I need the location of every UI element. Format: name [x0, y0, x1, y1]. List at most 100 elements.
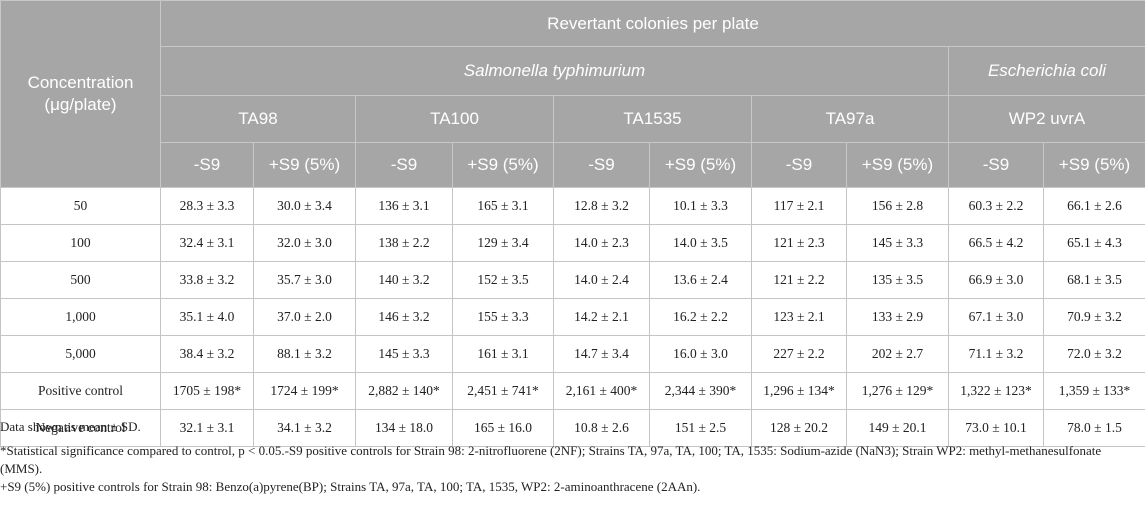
table-cell: 202 ± 2.7 [846, 335, 949, 373]
table-cell: 35.1 ± 4.0 [160, 298, 254, 336]
strain-header-ta100: TA100 [355, 95, 554, 143]
table-row: 1,000 35.1 ± 4.0 37.0 ± 2.0 146 ± 3.2 15… [0, 298, 1145, 336]
table-cell: 66.5 ± 4.2 [948, 224, 1044, 262]
table-cell: 135 ± 3.5 [846, 261, 949, 299]
table-cell: 16.2 ± 2.2 [649, 298, 752, 336]
concentration-header: Concentration (μg/plate) [0, 0, 161, 188]
table-cell: 37.0 ± 2.0 [253, 298, 356, 336]
footnote-s9-positive-controls: +S9 (5%) positive controls for Strain 98… [0, 479, 701, 494]
row-label: 50 [0, 187, 161, 225]
table-cell: 165 ± 3.1 [452, 187, 554, 225]
condition-header: +S9 (5%) [649, 142, 752, 188]
table-cell: 156 ± 2.8 [846, 187, 949, 225]
table-cell: 14.7 ± 3.4 [553, 335, 650, 373]
table-cell: 13.6 ± 2.4 [649, 261, 752, 299]
table-cell: 14.0 ± 2.4 [553, 261, 650, 299]
strain-header-wp2-uvra: WP2 uvrA [947, 95, 1145, 143]
row-label: 100 [0, 224, 161, 262]
condition-header: +S9 (5%) [846, 142, 949, 188]
table-cell: 128 ± 20.2 [751, 409, 847, 447]
condition-header: -S9 [948, 142, 1044, 188]
table-cell: 1,276 ± 129* [846, 372, 949, 410]
strain-header-ta98: TA98 [160, 95, 356, 143]
table-row: Negative control 32.1 ± 3.1 34.1 ± 3.2 1… [0, 409, 1145, 447]
strain-header-ta97a: TA97a [751, 95, 949, 143]
row-label: Negative control [0, 409, 161, 447]
table-cell: 38.4 ± 3.2 [160, 335, 254, 373]
table-cell: 73.0 ± 10.1 [948, 409, 1044, 447]
table-cell: 88.1 ± 3.2 [253, 335, 356, 373]
table-row: 500 33.8 ± 3.2 35.7 ± 3.0 140 ± 3.2 152 … [0, 261, 1145, 299]
table-row: 100 32.4 ± 3.1 32.0 ± 3.0 138 ± 2.2 129 … [0, 224, 1145, 262]
table-cell: 121 ± 2.2 [751, 261, 847, 299]
row-label: 500 [0, 261, 161, 299]
table-cell: 32.4 ± 3.1 [160, 224, 254, 262]
table-cell: 28.3 ± 3.3 [160, 187, 254, 225]
table-cell: 134 ± 18.0 [355, 409, 453, 447]
condition-header: -S9 [553, 142, 650, 188]
row-label: 5,000 [0, 335, 161, 373]
table-footnotes: Data shown as mean ± SD. *Statistical si… [0, 418, 1145, 496]
condition-header: -S9 [751, 142, 847, 188]
table-cell: 117 ± 2.1 [751, 187, 847, 225]
table-cell: 149 ± 20.1 [846, 409, 949, 447]
footnote-significance: *Statistical significance compared to co… [0, 443, 1102, 476]
table-row: 50 28.3 ± 3.3 30.0 ± 3.4 136 ± 3.1 165 ±… [0, 187, 1145, 225]
table-cell: 71.1 ± 3.2 [948, 335, 1044, 373]
row-label: 1,000 [0, 298, 161, 336]
table-cell: 10.1 ± 3.3 [649, 187, 752, 225]
table-cell: 14.0 ± 2.3 [553, 224, 650, 262]
table-cell: 1724 ± 199* [253, 372, 356, 410]
table-cell: 72.0 ± 3.2 [1042, 335, 1145, 373]
table-cell: 12.8 ± 3.2 [553, 187, 650, 225]
table-cell: 30.0 ± 3.4 [253, 187, 356, 225]
condition-header: +S9 (5%) [452, 142, 554, 188]
table-cell: 1,296 ± 134* [751, 372, 847, 410]
table-cell: 78.0 ± 1.5 [1042, 409, 1145, 447]
table-cell: 14.0 ± 3.5 [649, 224, 752, 262]
table-cell: 140 ± 3.2 [355, 261, 453, 299]
table-cell: 1,359 ± 133* [1042, 372, 1145, 410]
table-cell: 32.0 ± 3.0 [253, 224, 356, 262]
condition-header: -S9 [160, 142, 254, 188]
concentration-header-line2: (μg/plate) [44, 95, 117, 114]
table-cell: 65.1 ± 4.3 [1042, 224, 1145, 262]
row-label: Positive control [0, 372, 161, 410]
table-cell: 66.9 ± 3.0 [948, 261, 1044, 299]
footnote-data-summary: Data shown as mean ± SD. [0, 419, 141, 434]
table-cell: 35.7 ± 3.0 [253, 261, 356, 299]
table-cell: 10.8 ± 2.6 [553, 409, 650, 447]
table-cell: 129 ± 3.4 [452, 224, 554, 262]
table-cell: 16.0 ± 3.0 [649, 335, 752, 373]
revertant-header: Revertant colonies per plate [159, 0, 1145, 47]
table-body: 50 28.3 ± 3.3 30.0 ± 3.4 136 ± 3.1 165 ±… [0, 187, 1145, 447]
table-cell: 151 ± 2.5 [649, 409, 752, 447]
table-cell: 133 ± 2.9 [846, 298, 949, 336]
table-cell: 70.9 ± 3.2 [1042, 298, 1145, 336]
table-cell: 146 ± 3.2 [355, 298, 453, 336]
condition-header: +S9 (5%) [1042, 142, 1145, 188]
table-cell: 34.1 ± 3.2 [253, 409, 356, 447]
table-cell: 68.1 ± 3.5 [1042, 261, 1145, 299]
table-cell: 2,451 ± 741* [452, 372, 554, 410]
table-header: Concentration (μg/plate) Revertant colon… [0, 0, 1145, 188]
table-cell: 66.1 ± 2.6 [1042, 187, 1145, 225]
strain-header-ta1535: TA1535 [553, 95, 752, 143]
table-cell: 145 ± 3.3 [846, 224, 949, 262]
table-cell: 165 ± 16.0 [452, 409, 554, 447]
species-header-ecoli: Escherichia coli [947, 46, 1145, 96]
table-cell: 138 ± 2.2 [355, 224, 453, 262]
table-cell: 136 ± 3.1 [355, 187, 453, 225]
table-cell: 161 ± 3.1 [452, 335, 554, 373]
revertant-colonies-table: Concentration (μg/plate) Revertant colon… [0, 0, 1145, 447]
species-header-salmonella: Salmonella typhimurium [160, 46, 949, 96]
table-cell: 2,882 ± 140* [355, 372, 453, 410]
concentration-header-line1: Concentration [27, 73, 134, 92]
table-cell: 145 ± 3.3 [355, 335, 453, 373]
table-cell: 33.8 ± 3.2 [160, 261, 254, 299]
table-cell: 123 ± 2.1 [751, 298, 847, 336]
table-cell: 2,161 ± 400* [553, 372, 650, 410]
table-cell: 121 ± 2.3 [751, 224, 847, 262]
table-cell: 227 ± 2.2 [751, 335, 847, 373]
condition-header: -S9 [355, 142, 453, 188]
